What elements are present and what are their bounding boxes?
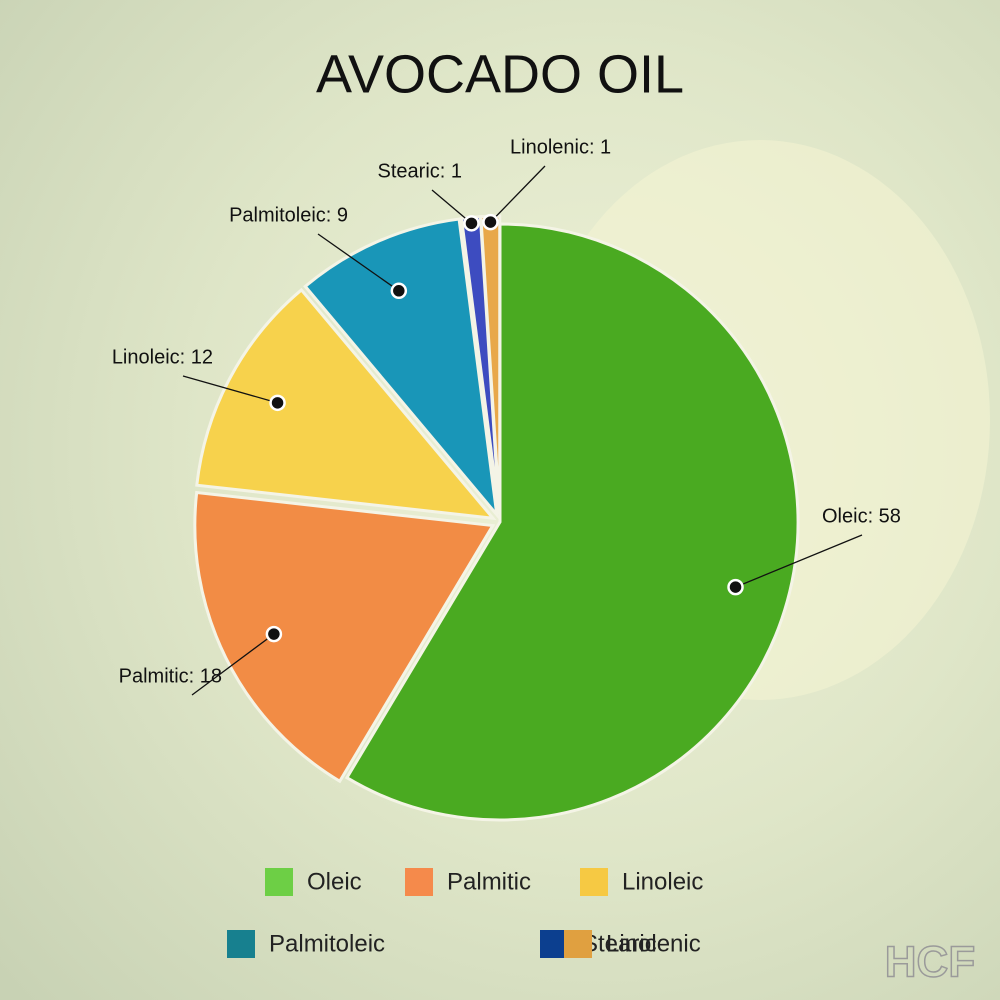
data-label: Linoleic: 12 <box>112 346 213 368</box>
leader-line <box>490 165 546 223</box>
pie-slice <box>193 490 496 784</box>
legend-swatch <box>540 930 568 958</box>
leader-dot <box>463 215 480 232</box>
legend-label: Stearic <box>582 930 657 957</box>
pie-slice <box>303 217 499 520</box>
data-label: Stearic: 1 <box>378 160 462 182</box>
legend-swatch <box>265 868 293 896</box>
data-label: Oleic: 58 <box>822 505 901 527</box>
leader-dot <box>265 625 283 643</box>
leader-line <box>735 534 863 588</box>
data-label: Linolenic: 1 <box>510 136 611 158</box>
legend-label: Linoleic <box>622 868 703 895</box>
leader-dot <box>269 394 286 412</box>
watermark: HCF <box>885 938 975 987</box>
leader-line <box>431 189 472 224</box>
legend-swatch <box>564 930 592 958</box>
legend-swatch <box>580 868 608 896</box>
leader-dot <box>482 213 499 231</box>
legend-swatch <box>405 868 433 896</box>
pie <box>193 214 800 822</box>
data-label: Palmitic: 18 <box>119 665 222 687</box>
legend-label: Palmitic <box>447 868 531 895</box>
leader-line <box>317 233 400 292</box>
data-label: Palmitoleic: 9 <box>229 204 348 226</box>
chart-title: AVOCADO OIL <box>316 44 684 104</box>
leader-dot <box>727 578 744 596</box>
leader-line <box>182 375 278 404</box>
pie-slice <box>344 222 800 822</box>
legend-label: Oleic <box>307 868 362 895</box>
pie-slice <box>195 287 497 521</box>
leader-line <box>191 633 275 696</box>
data-labels: Oleic: 58 Palmitic: 18 Linoleic: 12 Palmito… <box>112 136 901 696</box>
legend-label: Linolenic <box>606 930 701 957</box>
legend: Oleic Palmitic Linoleic Palmitoleic StearicL… <box>227 868 703 958</box>
legend-swatch <box>227 930 255 958</box>
legend-label: Palmitoleic <box>269 930 385 957</box>
leader-dot <box>390 282 408 300</box>
